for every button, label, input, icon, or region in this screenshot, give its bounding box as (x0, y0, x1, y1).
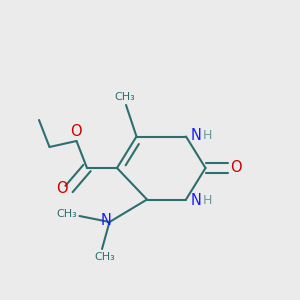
Text: N: N (101, 213, 112, 228)
Text: CH₃: CH₃ (94, 252, 116, 262)
Text: N: N (190, 193, 201, 208)
Text: CH₃: CH₃ (56, 208, 77, 219)
Text: O: O (56, 181, 67, 196)
Text: O: O (230, 160, 241, 175)
Text: H: H (203, 129, 213, 142)
Text: N: N (190, 128, 201, 143)
Text: O: O (70, 124, 81, 140)
Text: CH₃: CH₃ (114, 92, 135, 102)
Text: H: H (203, 194, 213, 207)
